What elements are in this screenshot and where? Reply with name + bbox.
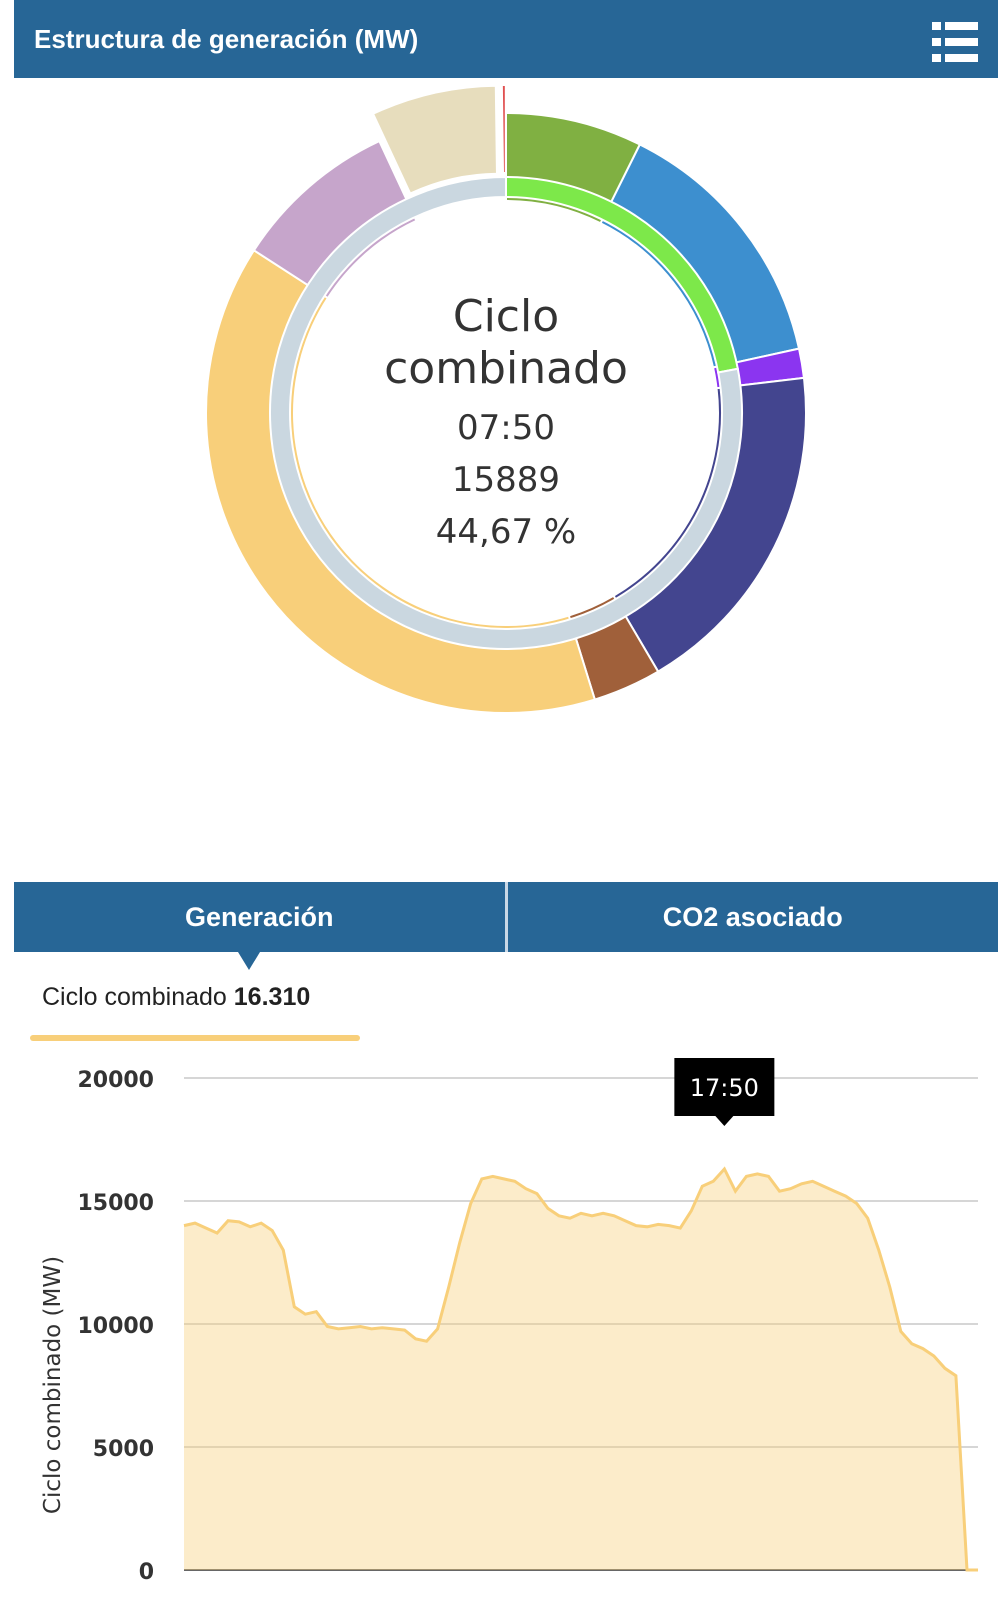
donut-outer-segment-7[interactable] <box>371 84 498 195</box>
legend-item[interactable]: Ciclo combinado 16.310 <box>42 983 310 1012</box>
legend-color-bar <box>30 1035 360 1041</box>
tab-co2-asociado[interactable]: CO2 asociado <box>504 882 999 952</box>
donut-outer-segment-5[interactable] <box>205 248 597 714</box>
chart-tabs: Generación CO2 asociado <box>14 882 998 952</box>
donut-outer-segment-8[interactable] <box>500 84 507 175</box>
y-tick-label: 15000 <box>77 1191 154 1216</box>
legend-value: 16.310 <box>233 983 311 1011</box>
donut-center-value: 15889 <box>452 460 560 500</box>
y-axis-label: Ciclo combinado (MW) <box>40 1256 66 1514</box>
tooltip-time: 17:50 <box>690 1074 759 1102</box>
list-icon[interactable] <box>930 20 980 64</box>
donut-center-name-line2: combinado <box>384 343 628 394</box>
y-tick-label: 10000 <box>77 1314 154 1339</box>
tooltip: 17:50 <box>674 1058 775 1126</box>
ciclo-combinado-area-chart: 0 5000 10000 15000 20000 Ciclo combinado (MW… <box>40 1058 978 1585</box>
tab-generacion[interactable]: Generación <box>184 901 334 932</box>
y-tick-label: 20000 <box>77 1068 154 1093</box>
generation-donut-chart: Ciclo combinado 07:50 15889 44,67 % <box>205 84 807 714</box>
series-line <box>183 1166 978 1572</box>
donut-outer-segment-1[interactable] <box>599 143 801 369</box>
active-tab-indicator <box>238 952 260 970</box>
legend-name: Ciclo combinado <box>42 983 227 1011</box>
panel-title: Estructura de generación (MW) <box>34 24 419 54</box>
series-area <box>184 1169 978 1570</box>
panel-header: Estructura de generación (MW) <box>14 0 998 78</box>
donut-center-name-line1: Ciclo <box>453 291 559 342</box>
y-tick-label: 5000 <box>93 1437 154 1462</box>
tooltip-box <box>674 1058 775 1126</box>
donut-center-time: 07:50 <box>457 408 555 448</box>
donut-outer-segment-6[interactable] <box>252 139 418 300</box>
donut-center-percent: 44,67 % <box>436 512 576 552</box>
donut-inner-segment-1[interactable] <box>269 175 743 650</box>
y-tick-label: 0 <box>139 1560 154 1585</box>
